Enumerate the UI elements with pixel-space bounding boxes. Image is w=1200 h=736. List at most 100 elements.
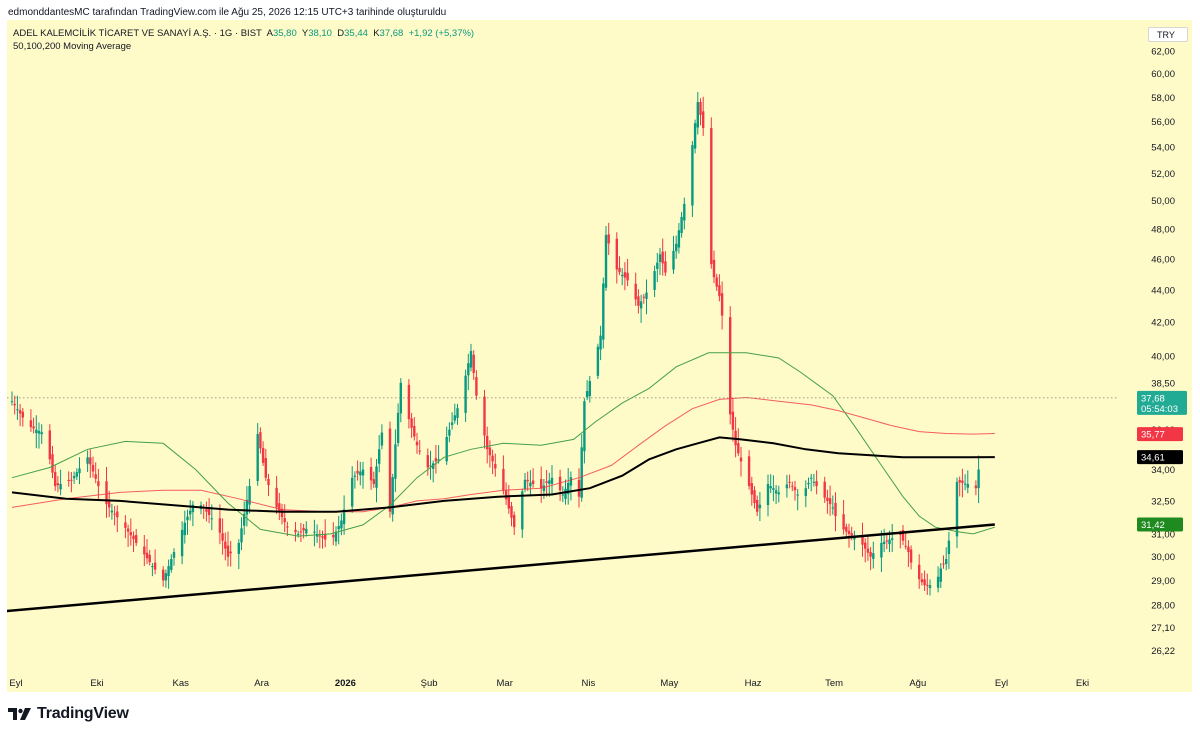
- candle-body: [180, 529, 184, 557]
- x-tick-label: May: [660, 678, 678, 689]
- candle-body: [434, 458, 438, 462]
- candle-body: [153, 562, 157, 570]
- candle-body: [35, 429, 38, 434]
- chart-panel[interactable]: 62,00 60,00 58,00 56,00 54,00 52,00 50,00 48,00…: [7, 20, 1192, 692]
- candle-body: [936, 576, 940, 588]
- candle-body: [380, 432, 384, 446]
- y-tick-label: 40,00: [1151, 352, 1175, 363]
- candle-body: [218, 518, 222, 533]
- candle-body: [618, 267, 621, 273]
- candle-body: [469, 351, 473, 368]
- candle-body: [305, 528, 308, 534]
- y-tick-label: 58,00: [1151, 93, 1175, 104]
- candle-body: [596, 346, 600, 376]
- candle-body: [224, 541, 227, 549]
- candle-body: [429, 465, 432, 467]
- candle-body: [494, 463, 497, 469]
- candle-body: [642, 296, 645, 298]
- y-tick-label: 60,00: [1151, 69, 1175, 80]
- candle-body: [278, 503, 281, 513]
- candle-body: [356, 470, 359, 474]
- candle-body: [456, 408, 459, 418]
- candle-body: [475, 377, 478, 396]
- candle-body: [696, 102, 699, 128]
- candle-body: [788, 481, 791, 483]
- candle-body: [56, 483, 60, 486]
- indicator-name[interactable]: 50,100,200 Moving Average: [13, 41, 132, 52]
- candle-body: [793, 487, 797, 491]
- candle-body: [294, 529, 297, 533]
- candle-body: [78, 468, 81, 474]
- candle-body: [407, 384, 411, 420]
- candle-body: [280, 508, 284, 518]
- candle-body: [683, 203, 686, 221]
- candle-body: [394, 444, 397, 479]
- low-label: D: [337, 28, 345, 39]
- candle-body: [826, 497, 829, 501]
- candle-body: [410, 418, 413, 428]
- y-tick-label: 44,00: [1151, 285, 1175, 296]
- candle-body: [526, 479, 529, 482]
- candle-body: [151, 566, 154, 568]
- candle-body: [391, 477, 394, 515]
- candle-body: [183, 522, 186, 536]
- candle-body: [191, 504, 195, 513]
- candle-body: [472, 354, 475, 373]
- candle-body: [126, 528, 130, 532]
- candle-body: [626, 272, 629, 281]
- candle-body: [143, 546, 146, 555]
- candle-body: [891, 538, 894, 540]
- candle-body: [866, 548, 870, 553]
- ma200-badge-label: 34,61: [1141, 453, 1165, 464]
- x-tick-label: Ara: [254, 678, 270, 689]
- candle-body: [432, 463, 435, 469]
- change-value: +1,92 (+5,37%): [408, 28, 475, 39]
- candle-body: [16, 409, 19, 411]
- candle-body: [243, 513, 246, 526]
- candle-body: [507, 496, 510, 509]
- x-tick-label: Haz: [745, 678, 762, 689]
- candle-body: [529, 482, 532, 487]
- candle-body: [831, 507, 834, 509]
- candle-body: [256, 434, 259, 481]
- candle-body: [116, 511, 119, 518]
- candle-body: [691, 145, 694, 206]
- candle-body: [170, 559, 173, 570]
- candle-body: [712, 259, 716, 278]
- candle-body: [186, 516, 189, 521]
- candle-body: [548, 480, 551, 484]
- candle-body: [510, 506, 513, 518]
- y-tick-label: 56,00: [1151, 117, 1175, 128]
- candle-body: [283, 518, 286, 523]
- candle-body: [710, 127, 713, 265]
- candle-body: [164, 573, 168, 581]
- price-chart[interactable]: 62,00 60,00 58,00 56,00 54,00 52,00 50,00 48,00…: [7, 20, 1192, 692]
- candle-body: [577, 479, 581, 497]
- candle-body: [615, 238, 618, 270]
- candle-body: [75, 472, 78, 477]
- candle-body: [634, 283, 637, 300]
- candle-body: [148, 554, 151, 563]
- candle-body: [318, 535, 321, 537]
- candle-body: [785, 484, 789, 489]
- currency-button[interactable]: TRY: [1148, 27, 1188, 42]
- candle-body: [86, 457, 89, 464]
- candle-body: [550, 477, 554, 484]
- symbol-name[interactable]: ADEL KALEMCİLİK TİCARET VE SANAYİ A.Ş. ·…: [13, 28, 262, 39]
- candle-body: [426, 455, 429, 468]
- candle-body: [388, 428, 392, 512]
- candle-body: [21, 411, 24, 418]
- ma50-line: [11, 352, 995, 537]
- candle-body: [542, 485, 546, 492]
- candle-body: [888, 539, 891, 545]
- tradingview-brand: TradingView: [37, 705, 129, 722]
- candle-body: [145, 552, 149, 559]
- candle-body: [361, 469, 365, 476]
- candle-body: [545, 481, 548, 483]
- candle-body: [189, 510, 192, 515]
- candle-body: [880, 542, 883, 558]
- candle-body: [337, 526, 340, 530]
- candle-body: [828, 498, 832, 505]
- candle-body: [89, 457, 92, 465]
- y-tick-label: 54,00: [1151, 143, 1175, 154]
